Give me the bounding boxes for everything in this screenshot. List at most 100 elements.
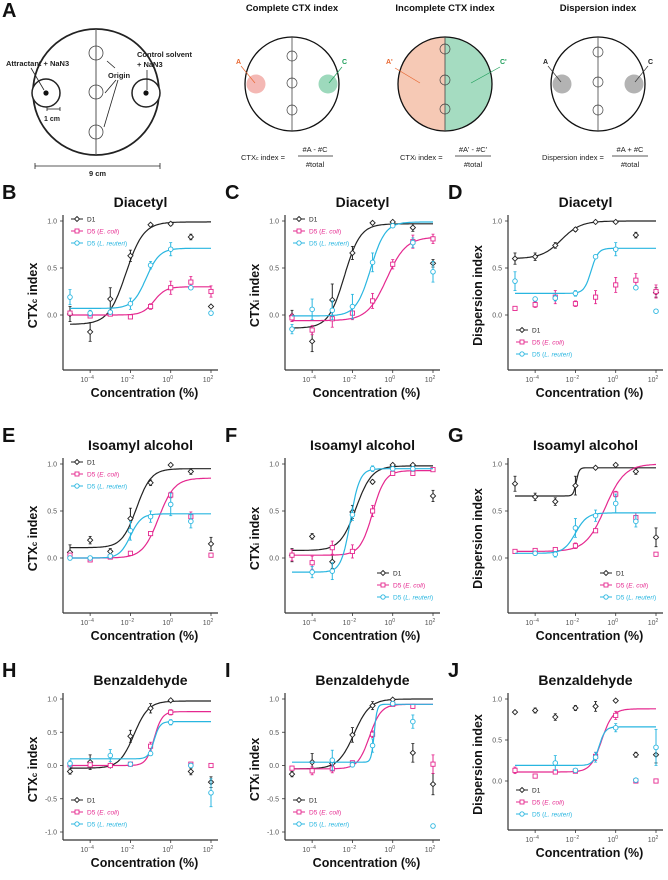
data-point — [409, 224, 417, 231]
data-point — [67, 760, 73, 767]
y-axis-label: Dispersion index — [471, 488, 485, 589]
legend-label: D5 (L. reuteri) — [616, 595, 656, 602]
data-point — [592, 754, 599, 760]
data-point — [390, 470, 396, 476]
x-tick-label: 10−2 — [343, 618, 357, 627]
data-point — [329, 568, 336, 574]
data-point — [532, 302, 538, 308]
chart-j: Benzaldehyde 0.0 0.5 1.0 10−4 10−2 100 102 Conce… — [471, 672, 663, 860]
data-point — [612, 461, 619, 469]
data-point — [107, 309, 114, 315]
dispersion-title: Dispersion index — [560, 3, 637, 14]
data-point — [167, 719, 174, 726]
legend-marker — [74, 483, 80, 489]
y-tick-label: -0.5 — [45, 796, 57, 803]
data-point — [572, 290, 579, 297]
fit-curve — [515, 467, 656, 497]
legend-marker — [74, 809, 80, 815]
a-zone — [552, 74, 572, 94]
x-tick-label: 102 — [203, 618, 214, 627]
data-point — [612, 246, 619, 252]
data-point — [188, 518, 194, 525]
incomplete-ctx-schematic: Incomplete CTX index A' C' CTXi index = … — [386, 3, 507, 169]
legend-marker — [519, 799, 525, 805]
data-point — [309, 327, 315, 333]
legend-marker — [296, 240, 302, 246]
legend-marker — [296, 228, 302, 234]
plate-schematic: Attractant + NaN3 Control solvent + NaN3… — [6, 28, 193, 178]
y-tick-label: 0.0 — [269, 313, 279, 320]
y-tick-label: 0.0 — [492, 556, 502, 563]
data-point — [309, 768, 315, 774]
x-tick-label: 10−4 — [525, 835, 539, 844]
fit-curve — [515, 463, 656, 552]
data-point — [369, 742, 376, 749]
panel-label-b: B — [2, 182, 17, 204]
legend-marker — [519, 811, 525, 817]
x-tick-label: 100 — [607, 835, 618, 844]
y-tick-label: 1.0 — [269, 697, 279, 704]
fit-curve — [291, 465, 433, 552]
data-point — [369, 478, 376, 486]
y-tick-label: 0.0 — [492, 313, 502, 320]
data-point — [207, 540, 215, 548]
data-point — [369, 219, 376, 227]
data-point — [552, 713, 559, 721]
fit-curve — [70, 700, 211, 769]
x-tick-label: 102 — [425, 845, 436, 854]
legend-item: D5 (L. reuteri) — [71, 483, 127, 491]
data-point — [369, 465, 376, 472]
c-label: C — [648, 59, 653, 66]
data-point — [187, 768, 195, 775]
legend-marker — [603, 582, 609, 588]
x-tick-label: 10−4 — [80, 375, 94, 384]
x-tick-label: 10−2 — [121, 845, 135, 854]
data-point — [653, 778, 659, 784]
data-point — [107, 553, 114, 559]
dispersion-schematic: Dispersion index A C Dispersion index = … — [542, 3, 653, 169]
x-tick-label: 10−2 — [121, 618, 135, 627]
fit-curve — [292, 703, 433, 763]
chart-title: Isoamyl alcohol — [310, 437, 415, 453]
y-axis-label: CTXc index — [26, 506, 40, 572]
legend-marker — [73, 458, 81, 466]
legend-label: D1 — [87, 798, 96, 805]
x-tick-label: 10−4 — [525, 375, 539, 384]
x-tick-label: 10−4 — [302, 375, 316, 384]
chart-title: Diacetyl — [336, 194, 390, 210]
panel-label-d: D — [448, 182, 463, 204]
data-point — [552, 295, 559, 301]
data-point — [632, 231, 640, 239]
legend-item: D5 (L. reuteri) — [293, 821, 349, 829]
formula-lhs: CTXi index = — [400, 153, 443, 162]
chart-title: Isoamyl alcohol — [533, 437, 638, 453]
formula-numerator: #A - #C — [302, 145, 328, 154]
legend-marker — [518, 786, 526, 794]
x-tick-label: 10−4 — [525, 618, 539, 627]
a-prime-label: A' — [386, 59, 393, 66]
data-point — [168, 285, 174, 291]
data-point — [410, 470, 416, 476]
data-point — [127, 733, 134, 740]
legend-label: D5 (E. coli) — [532, 340, 564, 347]
data-point — [86, 536, 94, 544]
y-tick-label: -1.0 — [267, 830, 279, 837]
legend-label: D5 (E. coli) — [87, 810, 119, 817]
data-point — [308, 338, 316, 345]
data-point — [532, 773, 538, 779]
data-point — [309, 569, 315, 575]
data-point — [633, 518, 639, 525]
legend-marker — [380, 594, 386, 600]
legend-marker — [74, 228, 80, 234]
panel-label-e: E — [2, 425, 16, 447]
data-point — [633, 284, 639, 291]
x-axis-label: Concentration (%) — [536, 629, 644, 643]
legend-item: D5 (L. reuteri) — [71, 821, 127, 829]
data-point — [329, 545, 335, 551]
y-tick-label: 1.0 — [492, 462, 502, 469]
data-point — [572, 543, 578, 549]
chart-title: Diacetyl — [114, 194, 168, 210]
x-tick-label: 100 — [384, 845, 395, 854]
fit-curve — [292, 703, 433, 770]
legend-marker — [602, 569, 610, 577]
